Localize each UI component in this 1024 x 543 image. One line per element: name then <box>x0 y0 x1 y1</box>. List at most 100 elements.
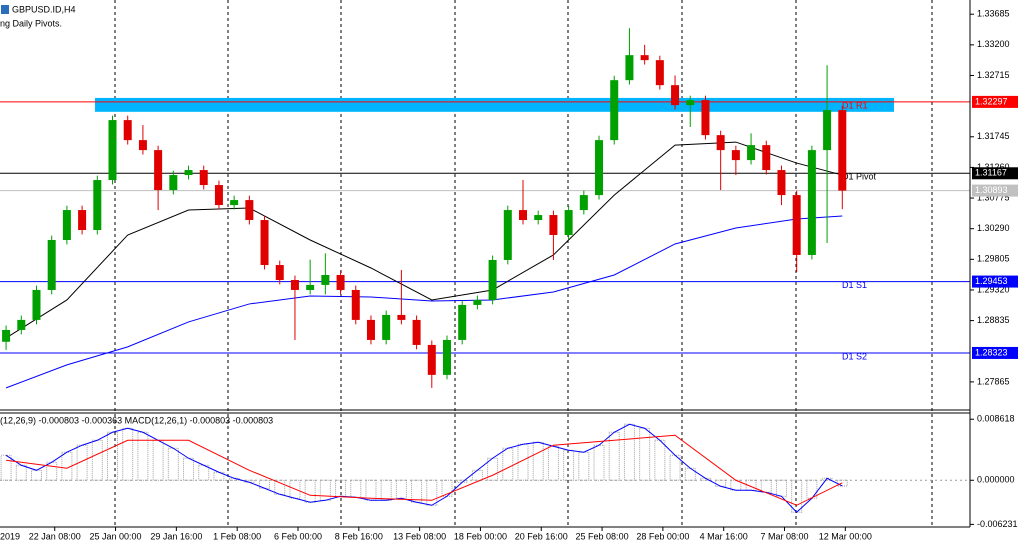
candle-body <box>519 210 528 221</box>
candle-body <box>62 210 71 240</box>
macd-y-tick-label: -0.006231 <box>977 519 1018 529</box>
candle-body <box>230 200 239 206</box>
macd-histogram-bar <box>791 479 803 513</box>
y-tick-label: 1.32715 <box>977 70 1010 80</box>
x-tick-label: 20 Feb 16:00 <box>515 531 568 541</box>
macd-histogram-bar <box>304 479 316 503</box>
candle-body <box>306 284 315 290</box>
candle-body <box>731 150 740 161</box>
candle-body <box>93 180 102 231</box>
x-tick-label: 12 Mar 00:00 <box>819 531 872 541</box>
y-tick-label: 1.33200 <box>977 39 1010 49</box>
y-tick-label: 1.33685 <box>977 9 1010 19</box>
macd-line <box>5 423 843 513</box>
candle-body <box>564 210 573 236</box>
pivot-price-label: 1.29453 <box>975 276 1008 286</box>
candle-body <box>625 55 634 81</box>
x-tick-label: 13 Feb 08:00 <box>393 531 446 541</box>
macd-histogram-bar <box>274 479 286 495</box>
candle-body <box>275 265 284 280</box>
indicator-title: ng Daily Pivots. <box>0 18 62 28</box>
pivot-label: D1 S2 <box>842 351 867 361</box>
x-tick-label: 29 Jan 16:00 <box>150 531 202 541</box>
x-tick-label: 28 Feb 00:00 <box>636 531 689 541</box>
macd-histogram-bar <box>319 479 331 501</box>
x-tick-label: 6 Feb 00:00 <box>274 531 322 541</box>
candle-body <box>169 175 178 191</box>
candle-body <box>214 185 223 206</box>
candle-body <box>534 215 543 221</box>
x-tick-label: 4 Mar 16:00 <box>700 531 748 541</box>
candle-body <box>838 110 847 191</box>
pivot-label: D1 Pivot <box>842 172 877 182</box>
candle-body <box>777 170 786 196</box>
pivot-price-label: 1.32297 <box>975 96 1008 106</box>
candle-body <box>473 299 482 305</box>
candle-body <box>245 200 254 221</box>
pivot-price-box <box>972 275 1018 288</box>
last-price-label: 1.30893 <box>975 185 1008 195</box>
candle-body <box>336 274 345 290</box>
macd-histogram-bar <box>350 479 362 498</box>
candle-body <box>671 85 680 106</box>
candle-body <box>321 274 330 285</box>
candle-body <box>123 120 132 141</box>
candle-body <box>154 150 163 191</box>
x-tick-label: 25 Feb 08:00 <box>576 531 629 541</box>
macd-title: (12,26,9) -0.000803 -0.000363 MACD(12,26… <box>0 415 273 425</box>
moving-average <box>5 215 843 389</box>
y-tick-label: 1.28835 <box>977 315 1010 325</box>
macd-histogram-bar <box>775 479 787 497</box>
candle-body <box>427 344 436 375</box>
candle-body <box>47 239 56 290</box>
candle-body <box>640 55 649 61</box>
candle-body <box>595 140 604 196</box>
zone-rectangle <box>95 97 894 112</box>
candle-body <box>17 319 26 330</box>
symbol-icon <box>1 5 9 14</box>
x-tick-label: 8 Feb 16:00 <box>335 531 383 541</box>
macd-histogram-bar <box>365 479 377 501</box>
candle-body <box>686 100 695 106</box>
y-tick-label: 1.30290 <box>977 223 1010 233</box>
last-price-box <box>972 184 1018 197</box>
macd-histogram-bar <box>335 479 347 497</box>
moving-average <box>5 141 843 339</box>
candle-body <box>823 110 832 151</box>
y-tick-label: 1.30775 <box>977 192 1010 202</box>
macd-histogram-bar <box>441 479 453 497</box>
signal-line <box>6 434 843 506</box>
y-tick-label: 1.27865 <box>977 376 1010 386</box>
candle-body <box>138 140 147 151</box>
candle-body <box>351 289 360 320</box>
x-tick-label: 1 Feb 08:00 <box>213 531 261 541</box>
y-tick-label: 1.31260 <box>977 162 1010 172</box>
candle-body <box>610 80 619 141</box>
y-tick-label: 1.31745 <box>977 131 1010 141</box>
pivot-price-label: 1.28323 <box>975 347 1008 357</box>
x-tick-label: 18 Feb 00:00 <box>454 531 507 541</box>
pivot-price-box <box>972 95 1018 108</box>
candle-body <box>747 145 756 161</box>
macd-histogram-bar <box>760 479 772 493</box>
x-tick-label: 2019 <box>0 531 20 541</box>
macd-y-tick-label: 0.000000 <box>977 475 1015 485</box>
candle-body <box>503 210 512 260</box>
candle-body <box>382 314 391 340</box>
x-tick-label: 22 Jan 08:00 <box>29 531 81 541</box>
candle-body <box>579 195 588 211</box>
macd-histogram-bar <box>380 479 392 501</box>
macd-y-tick-label: 0.008618 <box>977 414 1015 424</box>
pivot-price-box <box>972 346 1018 359</box>
candle-body <box>366 319 375 340</box>
candle-body <box>290 279 299 290</box>
macd-histogram-bar <box>715 479 727 487</box>
candle-body <box>549 215 558 236</box>
candle-body <box>32 289 41 320</box>
y-tick-label: 1.29805 <box>977 254 1010 264</box>
pivot-label: D1 R1 <box>842 100 868 110</box>
candle-body <box>442 339 451 375</box>
candle-body <box>397 314 406 320</box>
candle-body <box>78 210 87 231</box>
